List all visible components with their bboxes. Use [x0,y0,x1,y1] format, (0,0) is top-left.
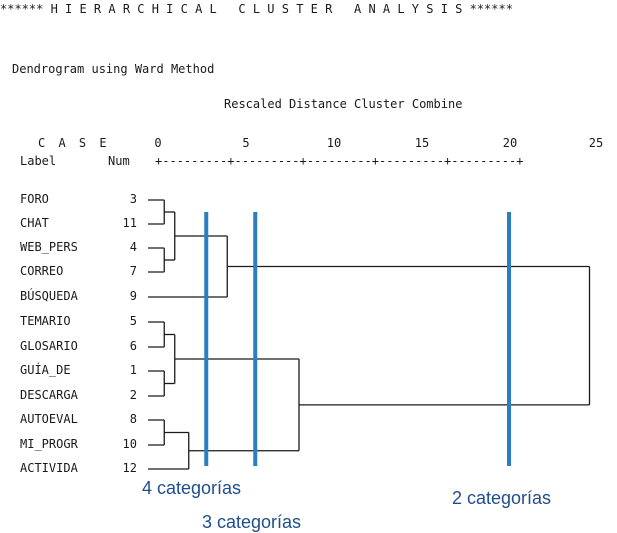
leaf-label: WEB_PERS [20,240,78,254]
leaf-label: AUTOEVAL [20,412,78,426]
leaf-num: 7 [129,264,137,278]
leaf-num: 8 [129,412,137,426]
axis-ruler: +---------+---------+---------+---------… [155,154,524,168]
leaf-num: 1 [129,363,137,377]
axis-tick-20: 20 [502,136,518,150]
annotation-4-categories: 4 categorías [142,478,242,498]
case-header: C A S E [38,136,110,150]
leaf-num: 9 [129,289,137,303]
axis-tick-5: 5 [242,136,250,150]
cut-line-0 [204,212,209,466]
leaf-num: 10 [122,437,137,451]
cut-line-2 [507,212,511,466]
leaf-num: 4 [129,240,137,254]
leaf-label: GUÍA_DE [20,363,71,377]
leaf-num: 5 [129,314,137,328]
leaf-num: 2 [129,388,137,402]
leaf-num: 6 [129,339,137,353]
leaf-num: 3 [129,192,137,206]
axis-tick-15: 15 [414,136,430,150]
num-column-header: Num [108,154,130,168]
axis-tick-0: 0 [154,136,162,150]
leaf-label: CHAT [20,216,49,230]
leaf-label: CORREO [20,264,64,278]
axis-title: Rescaled Distance Cluster Combine [224,97,463,111]
label-column-header: Label [20,154,57,168]
cut-line-1 [253,212,258,466]
annotation-2-categories: 2 categorías [452,488,552,508]
leaf-label: MI_PROGR [20,437,78,451]
leaf-label: BÚSQUEDA [20,289,78,303]
leaf-label: ACTIVIDA [20,461,78,475]
axis-tick-10: 10 [326,136,342,150]
leaf-label: DESCARGA [20,388,78,402]
annotation-3-categories: 3 categorías [202,512,302,532]
axis-tick-25: 25 [588,136,604,150]
analysis-header: ****** H I E R A R C H I C A L C L U S T… [0,2,513,16]
leaf-num: 12 [122,461,137,475]
leaf-label: GLOSARIO [20,339,78,353]
method-subtitle: Dendrogram using Ward Method [12,62,215,76]
leaf-label: FORO [20,192,49,206]
leaf-label: TEMARIO [20,314,71,328]
leaf-num: 11 [122,216,137,230]
